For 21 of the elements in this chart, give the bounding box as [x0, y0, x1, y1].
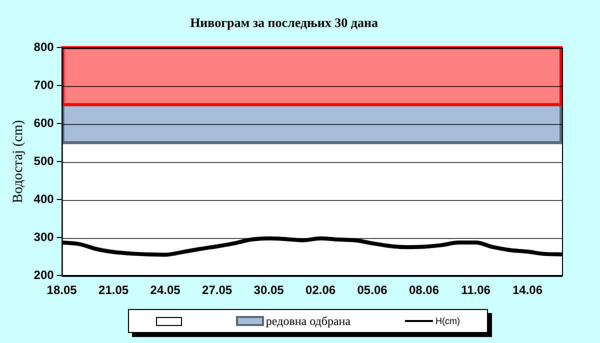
x-tick-label: 08.06	[409, 283, 440, 298]
x-tick-label: 02.06	[306, 283, 336, 298]
y-tick-label: 800	[34, 40, 54, 54]
y-tick-label: 200	[34, 268, 54, 282]
legend-label: редовна одбрана	[266, 314, 351, 328]
y-tick-label: 400	[34, 192, 54, 206]
x-tick-label: 30.05	[254, 283, 284, 298]
y-tick-label: 500	[34, 154, 54, 168]
x-tick-label: 27.05	[202, 283, 232, 298]
x-tick-label: 24.05	[150, 283, 181, 298]
y-tick-label: 300	[34, 230, 54, 244]
y-axis-title: Водостај (cm)	[11, 120, 26, 204]
x-tick-label: 21.05	[98, 283, 129, 298]
chart-title: Нивограм за последњих 30 дана	[190, 15, 378, 30]
x-tick-label: 14.06	[512, 283, 543, 298]
x-tick-label: 11.06	[461, 283, 491, 298]
legend-label: H(cm)	[436, 316, 460, 326]
y-tick-label: 700	[34, 78, 54, 92]
x-tick-label: 18.05	[46, 283, 78, 298]
x-tick-label: 05.06	[357, 283, 388, 298]
y-tick-label: 600	[34, 116, 54, 130]
